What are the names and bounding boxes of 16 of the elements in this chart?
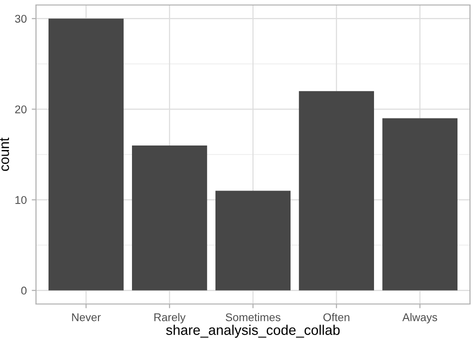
y-axis-title: count [0, 138, 10, 171]
bar [382, 118, 458, 290]
y-tick-label: 30 [15, 14, 27, 23]
bar [215, 190, 291, 290]
x-tick-label: Often [323, 313, 350, 322]
x-tick-label: Always [402, 313, 438, 324]
bar [132, 145, 208, 290]
y-tick-label: 0 [21, 286, 27, 295]
bar [298, 91, 374, 290]
x-axis-title: share_analysis_code_collab [166, 324, 340, 338]
x-tick-label: Sometimes [226, 313, 280, 322]
y-tick-label: 10 [15, 196, 27, 204]
bar [48, 18, 124, 290]
x-tick-label: Never [72, 313, 101, 322]
y-tick-label: 20 [15, 105, 27, 114]
x-tick-label: Rarely [154, 313, 186, 324]
